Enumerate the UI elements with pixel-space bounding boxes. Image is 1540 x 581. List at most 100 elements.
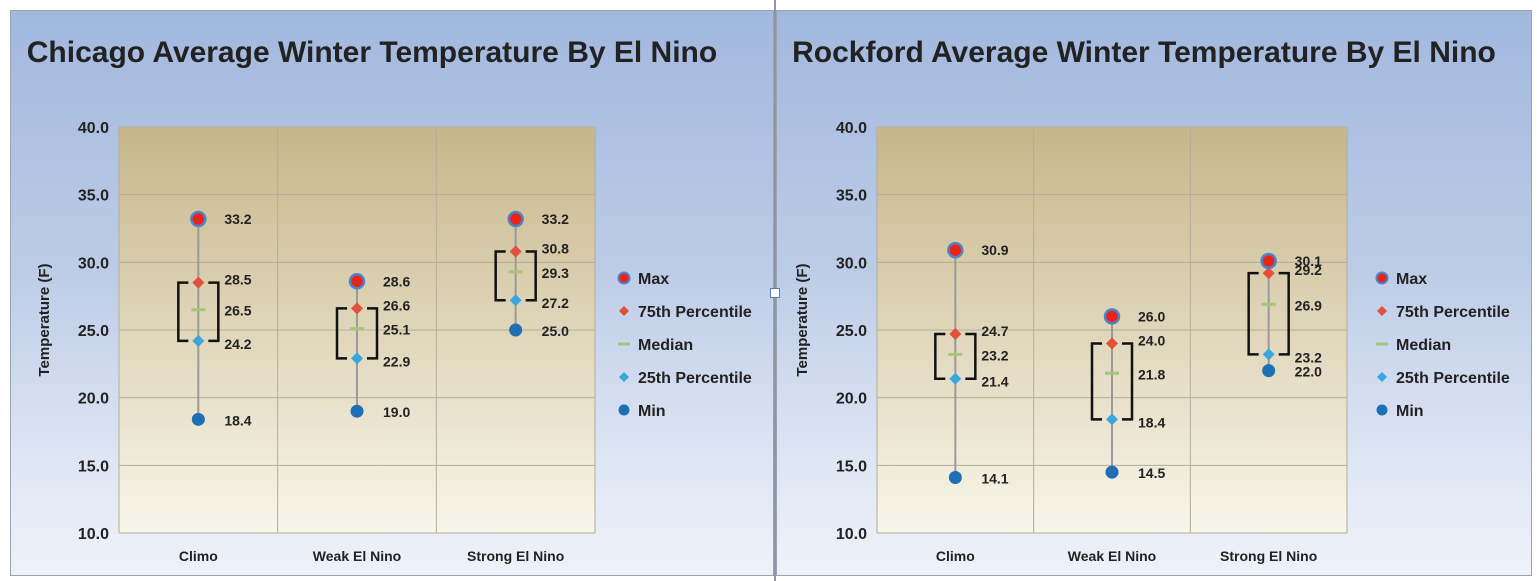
- legend-label: 75th Percentile: [638, 304, 752, 321]
- max-marker: [1103, 308, 1121, 325]
- legend-label: 25th Percentile: [638, 370, 752, 387]
- p25-marker: [1262, 348, 1275, 361]
- resize-handle[interactable]: [770, 288, 780, 298]
- data-label-median: 25.1: [383, 322, 410, 338]
- data-label-p25: 24.2: [224, 336, 251, 352]
- p75-marker: [192, 276, 205, 289]
- legend-swatch-min: [1376, 404, 1388, 416]
- legend-swatch-max: [1375, 271, 1389, 285]
- p75-marker: [949, 328, 962, 341]
- data-label-p25: 18.4: [1138, 414, 1165, 430]
- legend-swatch-p75: [619, 306, 629, 316]
- y-tick-label: 35.0: [78, 188, 109, 205]
- y-tick-label: 10.0: [78, 526, 109, 543]
- legend-swatch-p75: [1377, 306, 1387, 316]
- data-label-median: 23.2: [981, 347, 1008, 363]
- chart-title-text: Chicago Average Winter Temperature By El…: [26, 36, 718, 69]
- max-marker: [190, 210, 207, 228]
- box-right-bracket: [208, 281, 220, 343]
- legend-label: Median: [638, 337, 693, 354]
- box-left-bracket: [1090, 342, 1102, 421]
- x-tick-label: Climo: [936, 548, 975, 564]
- y-tick-label: 20.0: [78, 391, 109, 408]
- legend-swatch-min: [618, 404, 630, 416]
- legend-swatch-max: [617, 271, 631, 285]
- legend-label: Median: [1396, 337, 1451, 354]
- data-label-p25: 27.2: [542, 295, 569, 311]
- x-tick-label: Weak El Nino: [1068, 548, 1156, 564]
- x-tick-label: Strong El Nino: [1220, 548, 1317, 564]
- min-marker: [948, 471, 962, 485]
- max-marker: [348, 273, 366, 290]
- p25-marker: [1106, 413, 1118, 426]
- legend-label: 25th Percentile: [1396, 370, 1510, 387]
- data-label-min: 14.1: [981, 471, 1008, 487]
- y-tick-label: 25.0: [78, 323, 109, 340]
- y-axis-label: Temperature (F): [36, 263, 53, 376]
- data-label-p75: 26.6: [383, 297, 410, 313]
- data-label-p25: 23.2: [1295, 349, 1322, 365]
- box-left-bracket: [934, 332, 946, 380]
- p75-marker: [1106, 337, 1118, 350]
- y-tick-label: 15.0: [78, 458, 109, 475]
- data-label-max: 33.2: [224, 211, 251, 227]
- legend-label: 75th Percentile: [1396, 304, 1510, 321]
- p25-marker: [351, 352, 363, 365]
- box-left-bracket: [177, 281, 189, 343]
- min-marker: [1105, 465, 1119, 479]
- data-label-median: 26.5: [224, 303, 251, 319]
- chart-title-text: Rockford Average Winter Temperature By E…: [792, 36, 1496, 69]
- x-tick-label: Weak El Nino: [313, 548, 401, 564]
- box-left-bracket: [494, 250, 506, 302]
- x-tick-label: Strong El Nino: [467, 548, 564, 564]
- box-right-bracket: [1278, 271, 1290, 356]
- legend-label: Max: [1396, 271, 1427, 288]
- chart-svg-rockford: 10.0 15.0 20.0 25.0 30.0 35.0 40.0 Temperature …: [794, 120, 1510, 564]
- x-tick-label: Climo: [179, 548, 218, 564]
- min-marker: [1262, 364, 1276, 378]
- data-label-max: 33.2: [542, 211, 569, 227]
- box-right-bracket: [965, 332, 977, 380]
- legend-swatch-p25: [619, 372, 629, 382]
- legend-label: Max: [638, 271, 669, 288]
- max-marker: [1260, 252, 1277, 270]
- chart-title: Chicago Average Winter Temperature By El…: [11, 33, 773, 73]
- chart-svg-chicago: 10.0 15.0 20.0 25.0 30.0 35.0 40.0 Temperature …: [36, 120, 752, 564]
- data-label-max: 28.6: [383, 273, 410, 289]
- data-label-max: 26.0: [1138, 308, 1165, 324]
- y-tick-label: 15.0: [836, 458, 867, 475]
- y-tick-label: 40.0: [836, 120, 867, 137]
- data-label-p25: 22.9: [383, 353, 410, 369]
- y-tick-label: 30.0: [78, 255, 109, 272]
- data-label-min: 14.5: [1138, 465, 1165, 481]
- p25-marker: [192, 334, 205, 347]
- data-label-p75: 29.2: [1295, 262, 1322, 278]
- y-tick-label: 30.0: [836, 255, 867, 272]
- chart-panel-rockford[interactable]: Rockford Average Winter Temperature By E…: [776, 10, 1532, 576]
- data-label-min: 18.4: [224, 412, 251, 428]
- data-label-p25: 21.4: [981, 374, 1008, 390]
- data-label-median: 26.9: [1295, 297, 1322, 313]
- max-marker: [507, 210, 524, 228]
- p75-marker: [351, 302, 363, 315]
- data-label-min: 25.0: [542, 323, 569, 339]
- box-right-bracket: [1122, 342, 1134, 421]
- min-marker: [191, 412, 205, 426]
- box-left-bracket: [335, 307, 347, 360]
- data-label-p75: 30.8: [542, 241, 569, 257]
- y-tick-label: 10.0: [836, 526, 867, 543]
- y-tick-label: 20.0: [836, 391, 867, 408]
- y-axis-label: Temperature (F): [794, 263, 811, 376]
- data-label-min: 22.0: [1295, 364, 1322, 380]
- data-label-p75: 28.5: [224, 272, 251, 288]
- p75-marker: [1262, 267, 1275, 280]
- y-tick-label: 25.0: [836, 323, 867, 340]
- data-label-max: 30.9: [981, 242, 1008, 258]
- y-tick-label: 40.0: [78, 120, 109, 137]
- data-label-p75: 24.7: [981, 323, 1008, 339]
- chart-panel-chicago[interactable]: Chicago Average Winter Temperature By El…: [10, 10, 774, 576]
- data-label-median: 21.8: [1138, 366, 1165, 382]
- legend-swatch-p25: [1377, 372, 1387, 382]
- max-marker: [947, 241, 964, 259]
- chart-title: Rockford Average Winter Temperature By E…: [777, 33, 1531, 73]
